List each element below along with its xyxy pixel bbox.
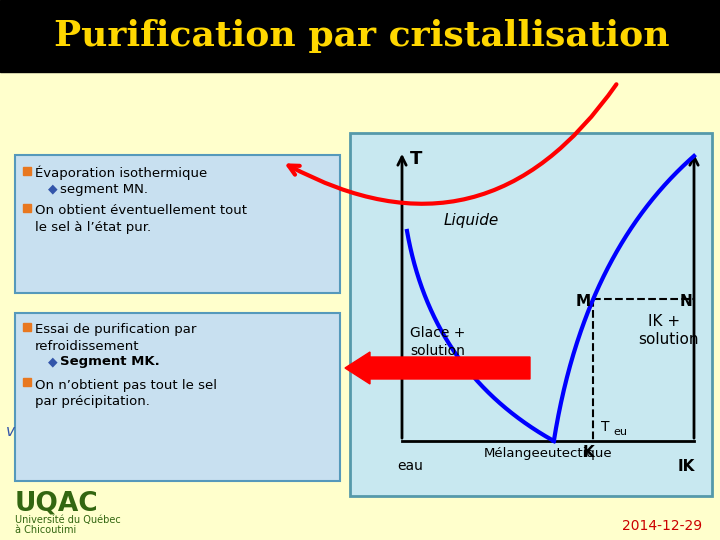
FancyBboxPatch shape: [15, 155, 340, 293]
Text: Purification par cristallisation: Purification par cristallisation: [54, 19, 670, 53]
Text: On obtient éventuellement tout: On obtient éventuellement tout: [35, 205, 247, 218]
Text: eau: eau: [397, 459, 423, 473]
Text: T: T: [601, 420, 610, 434]
Text: Liquide: Liquide: [444, 213, 499, 228]
Bar: [23, 204, 31, 212]
Bar: [23, 378, 31, 386]
Text: Segment MK.: Segment MK.: [60, 355, 160, 368]
Bar: [23, 167, 31, 175]
Text: Essai de purification par: Essai de purification par: [35, 323, 197, 336]
Text: solution: solution: [410, 344, 465, 358]
Text: IK +: IK +: [648, 314, 680, 328]
Text: N: N: [680, 294, 693, 309]
Text: T: T: [410, 150, 423, 168]
Text: Évaporation isothermique: Évaporation isothermique: [35, 166, 207, 180]
FancyBboxPatch shape: [15, 313, 340, 481]
Text: Mélangeeutectique: Mélangeeutectique: [484, 447, 612, 460]
Text: segment MN.: segment MN.: [60, 183, 148, 195]
FancyBboxPatch shape: [350, 133, 712, 496]
Text: Glace +: Glace +: [410, 326, 465, 340]
Text: refroidissement: refroidissement: [35, 340, 140, 353]
Bar: [0, 72, 720, 540]
Text: Université du Québec: Université du Québec: [15, 515, 121, 525]
Text: IK: IK: [678, 459, 695, 474]
Bar: [0, 0, 720, 72]
Text: solution: solution: [638, 332, 698, 347]
Text: K: K: [582, 445, 594, 460]
Text: M: M: [575, 294, 590, 309]
Text: v: v: [6, 424, 15, 440]
Text: le sel à l’état pur.: le sel à l’état pur.: [35, 220, 151, 233]
Text: à Chicoutimi: à Chicoutimi: [15, 525, 76, 535]
Text: UQAC: UQAC: [15, 490, 99, 516]
FancyArrow shape: [345, 352, 530, 384]
Text: ◆: ◆: [48, 355, 58, 368]
Bar: [23, 323, 31, 331]
Text: ◆: ◆: [48, 183, 58, 195]
Text: 2014-12-29: 2014-12-29: [622, 519, 702, 533]
Text: par précipitation.: par précipitation.: [35, 395, 150, 408]
Text: On n’obtient pas tout le sel: On n’obtient pas tout le sel: [35, 379, 217, 392]
Text: eu: eu: [613, 427, 627, 437]
